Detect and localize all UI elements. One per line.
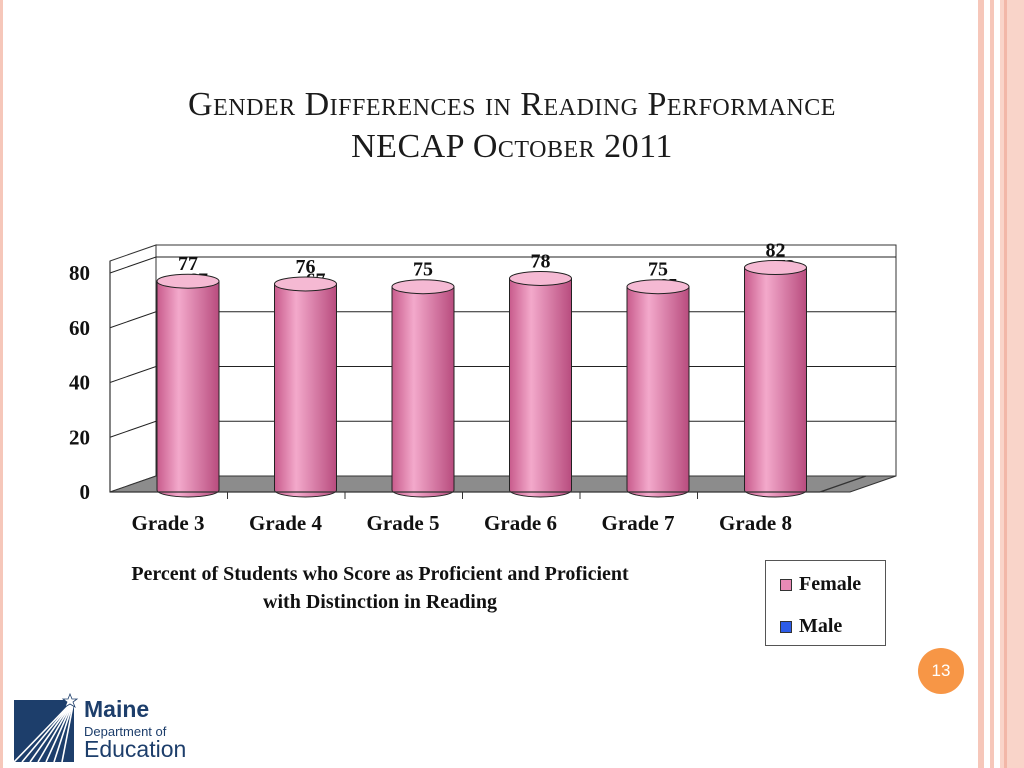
bar-female-1-top: [156, 273, 220, 289]
data-label-female-5: 75: [648, 259, 668, 281]
bar-female-2: [274, 276, 337, 498]
bar-female-2-body: [274, 283, 337, 498]
bar-female-5: [626, 279, 690, 498]
x-tick-label-2: Grade 4: [249, 511, 322, 535]
y-tick-label: 40: [69, 371, 90, 395]
bar-female-4-body: [509, 277, 572, 498]
bar-female-6-top: [744, 260, 807, 276]
logo-line1: Maine: [84, 696, 150, 722]
gridline: [109, 256, 896, 274]
data-label-female-2: 76: [296, 256, 316, 278]
bar-female-4-top: [509, 270, 572, 286]
bar-female-3: [391, 279, 455, 498]
y-tick-label: 0: [80, 480, 91, 504]
legend-swatch-male: [780, 620, 792, 633]
legend: Female Male: [765, 560, 886, 646]
bar-female-4: [509, 270, 572, 498]
y-tick-label: 60: [69, 316, 90, 340]
slide-title-line1: Gender Differences in Reading Performanc…: [188, 86, 836, 123]
star-rays-icon: [14, 692, 79, 762]
y-tick-label: 20: [69, 425, 90, 449]
bar-female-6-body: [744, 267, 807, 498]
legend-swatch-female: [780, 578, 792, 591]
logo-line3: Education: [84, 736, 187, 762]
edge-stripe-2: [990, 0, 994, 768]
page-number-badge: 13: [918, 648, 964, 694]
bar-female-5-top: [626, 279, 690, 295]
edge-stripe-1: [978, 0, 984, 768]
logo-line2: Department of: [84, 724, 167, 739]
y-tick-label: 80: [69, 261, 90, 285]
legend-label-male: Male: [799, 615, 843, 637]
bar-female-3-body: [391, 286, 455, 498]
x-tick-label-5: Grade 7: [602, 511, 675, 535]
edge-stripe-left: [0, 0, 3, 768]
slide-title-line2: NECAP October 2011: [351, 128, 673, 165]
legend-label-female: Female: [799, 573, 862, 595]
data-label-female-6: 82: [766, 240, 786, 262]
bar-female-1-body: [156, 280, 220, 498]
maine-doe-logo: Maine Department of Education: [14, 692, 214, 764]
legend-item-male: Male: [780, 615, 842, 638]
chart-caption: Percent of Students who Score as Profici…: [131, 563, 629, 613]
bar-female-1: [156, 273, 220, 498]
x-axis: Grade 3 Grade 4 Grade 5 Grade 6 Grade 7 Grade…: [110, 475, 867, 535]
x-axis-end: [819, 475, 867, 493]
bars: 677767766275667865757282: [156, 240, 807, 498]
bar-female-5-body: [626, 286, 690, 498]
legend-item-female: Female: [780, 573, 861, 596]
x-tick-label-4: Grade 6: [484, 511, 557, 535]
bar-female-6: [744, 260, 807, 498]
x-tick-label-1: Grade 3: [132, 511, 205, 535]
data-label-female-3: 75: [413, 259, 433, 281]
data-label-female-4: 78: [531, 250, 551, 272]
data-label-female-1: 77: [178, 253, 198, 275]
y-axis: 0 20 40 60 80: [69, 261, 90, 504]
x-tick-label-3: Grade 5: [367, 511, 440, 535]
bar-female-2-top: [274, 276, 337, 292]
x-tick-label-6: Grade 8: [719, 511, 792, 535]
bar-female-3-top: [391, 279, 455, 295]
edge-stripe-4: [1004, 0, 1007, 768]
